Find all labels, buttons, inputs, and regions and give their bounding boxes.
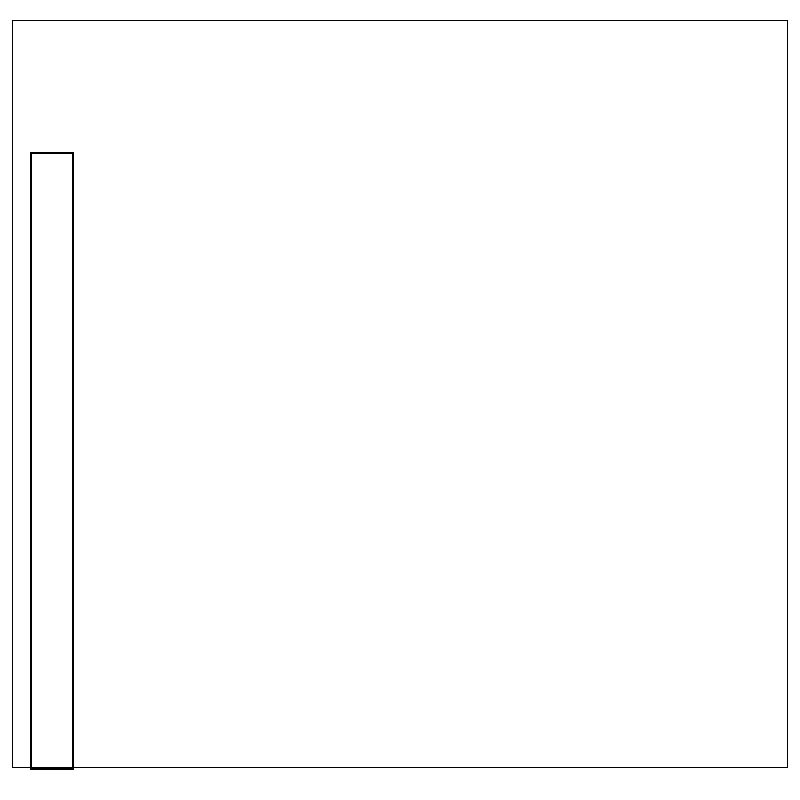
map-plot-area[interactable]	[12, 20, 788, 768]
wind-speed-field	[13, 21, 787, 767]
colorbar[interactable]	[30, 152, 74, 770]
colorbar-gradient	[30, 152, 74, 770]
data-field-clip	[13, 21, 787, 767]
